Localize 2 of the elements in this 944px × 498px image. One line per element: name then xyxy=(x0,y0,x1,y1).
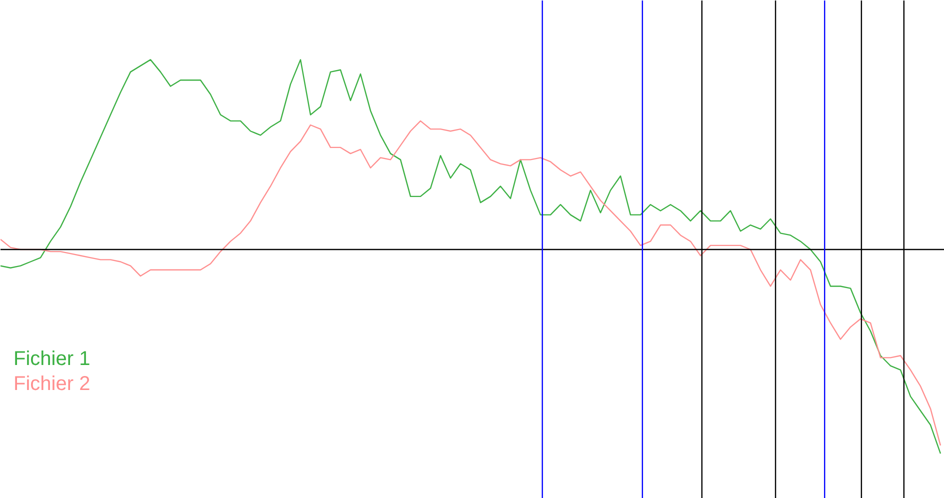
text: Fichier 1 xyxy=(14,348,90,370)
text: Fichier 2 xyxy=(14,372,90,395)
